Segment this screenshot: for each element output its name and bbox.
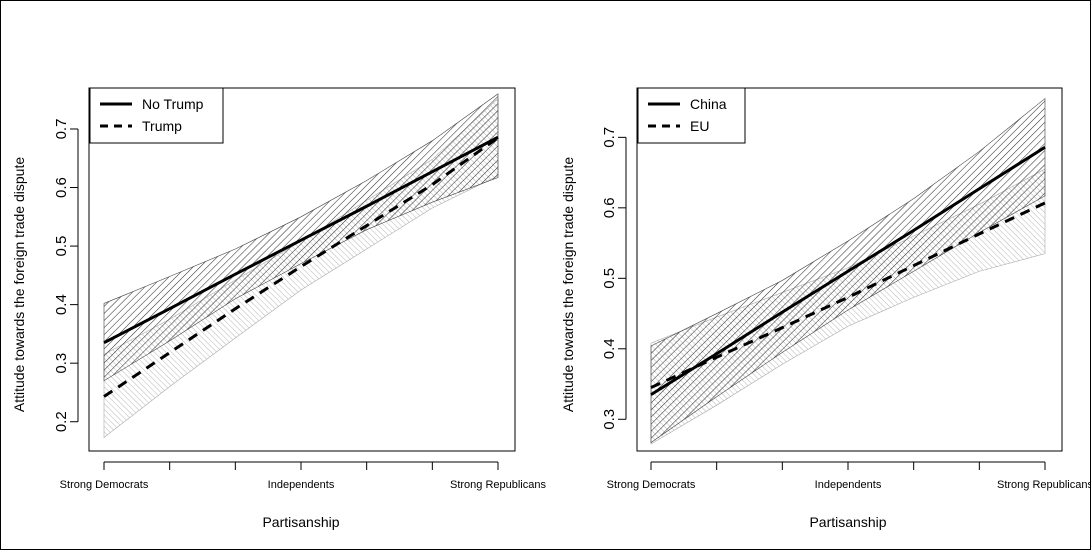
y-axis-title: Attitude towards the foreign trade dispu… [560,157,576,412]
legend-box [89,87,224,144]
y-tick-label: 0.6 [601,197,618,218]
y-tick-label: 0.7 [601,127,618,148]
legend-label-0: No Trump [142,96,204,112]
y-tick-label: 0.5 [601,268,618,289]
x-tick-label: Independents [815,479,882,491]
legend-label-1: Trump [142,118,182,134]
legend-box [637,87,746,144]
x-tick-label: Strong Democrats [607,479,696,491]
left-panel: Strong Democrats Independents Strong Repub… [11,87,547,530]
legend-label-1: EU [690,118,709,134]
y-tick-label: 0.4 [601,338,618,359]
x-axis-title: Partisanship [809,514,886,530]
plot-box [636,87,1063,452]
x-tick-label: Strong Republicans [450,479,547,491]
x-tick-label: Independents [268,479,335,491]
y-tick-label: 0.3 [53,353,70,374]
y-tick-label: 0.3 [601,409,618,430]
x-tick-label: Strong Democrats [60,479,149,491]
y-tick-label: 0.7 [53,119,70,140]
series-line-1 [650,201,1046,389]
x-axis-title: Partisanship [262,514,339,530]
series-line-0 [103,135,499,345]
series-line-0 [650,145,1046,396]
y-tick-label: 0.5 [53,236,70,257]
y-tick-label: 0.6 [53,177,70,198]
right-panel: Strong Democrats Independents Strong Repub… [560,87,1091,530]
y-tick-label: 0.2 [53,411,70,432]
plot-box [88,87,516,452]
y-tick-label: 0.4 [53,294,70,315]
y-axis-title: Attitude towards the foreign trade dispu… [11,157,27,412]
x-tick-label: Strong Republicans [997,479,1091,491]
legend-label-0: China [690,96,727,112]
ci-band-0 [103,93,499,382]
